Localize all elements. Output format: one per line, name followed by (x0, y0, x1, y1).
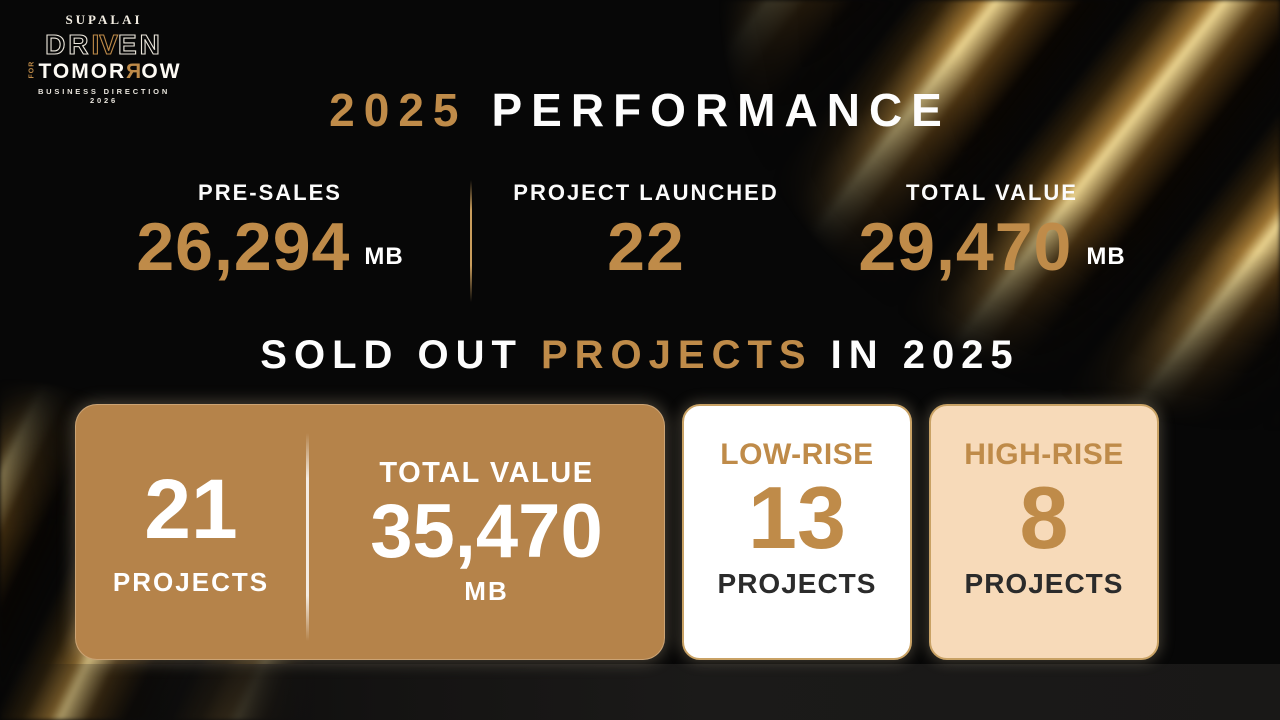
stat-total-value: TOTAL VALUE 29,470 MB (822, 180, 1162, 283)
logo-for-text: FOR (28, 60, 36, 79)
section-title-sold-out: SOLD OUT PROJECTS IN 2025 (0, 333, 1280, 378)
supalai-logo: SUPALAI DRIVEN FOR TOMOR R OW BUSINESS DIRE… (22, 12, 186, 105)
section-title-part1: SOLD OUT (260, 333, 523, 377)
logo-driven-right: EN (117, 29, 163, 60)
stat-projects-launched-value: 22 (607, 209, 685, 285)
high-rise-card: HIGH-RISE 8 PROJECTS (929, 404, 1159, 660)
low-rise-card: LOW-RISE 13 PROJECTS (682, 404, 912, 660)
floor-shade (0, 664, 1280, 720)
stat-projects-launched-label: PROJECT LAUNCHED (513, 180, 779, 205)
supalai-wordmark: SUPALAI (65, 12, 143, 27)
logo-driven-line: DRIVEN (22, 29, 186, 60)
high-rise-label: HIGH-RISE (964, 438, 1124, 471)
sold-out-total-value-label: TOTAL VALUE (379, 457, 594, 490)
page-title: 2025 PERFORMANCE (0, 84, 1280, 137)
stat-projects-launched-value-row: 22 (480, 209, 812, 285)
logo-driven-left: DR (45, 29, 92, 60)
sold-out-total-value-block: TOTAL VALUE 35,470 MB (309, 405, 664, 659)
logo-reversed-r: R (126, 60, 142, 84)
title-year: 2025 (329, 84, 468, 136)
sold-out-count-label: PROJECTS (112, 566, 270, 597)
logo-tomorrow-right: OW (141, 60, 182, 84)
sold-out-total-value: 35,470 (370, 489, 603, 575)
sold-out-summary-card: 21 PROJECTS TOTAL VALUE 35,470 MB (75, 404, 665, 660)
stats-vertical-divider (470, 180, 472, 302)
stat-total-value-label: TOTAL VALUE (906, 180, 1078, 205)
high-rise-count-label: PROJECTS (964, 568, 1124, 599)
sold-out-total-value-unit: MB (464, 575, 509, 606)
section-title-part2: PROJECTS (540, 333, 813, 377)
sold-out-cards-row: 21 PROJECTS TOTAL VALUE 35,470 MB LOW-RI… (75, 404, 1159, 660)
logo-tomorrow-line: FOR TOMOR R OW (22, 60, 186, 84)
low-rise-count: 13 (748, 468, 846, 567)
stat-total-value-value-row: 29,470 MB (822, 209, 1162, 285)
sold-out-count: 21 (144, 461, 238, 556)
logo-tomorrow-left: TOMOR (38, 60, 127, 84)
logo-driven-monogram: IV (91, 29, 119, 60)
section-title-part3: IN 2025 (830, 333, 1020, 377)
logo-tagline: BUSINESS DIRECTION 2026 (37, 87, 171, 106)
stat-total-value-unit: MB (1086, 243, 1126, 271)
sold-out-count-block: 21 PROJECTS (76, 405, 306, 659)
stat-presales: PRE-SALES 26,294 MB (100, 180, 440, 283)
stat-presales-value: 26,294 (136, 209, 351, 285)
low-rise-count-label: PROJECTS (717, 568, 877, 599)
stat-total-value-value: 29,470 (858, 209, 1073, 285)
stat-projects-launched: PROJECT LAUNCHED 22 (480, 180, 812, 283)
stat-presales-unit: MB (364, 243, 404, 271)
stat-presales-label: PRE-SALES (198, 180, 342, 205)
stat-presales-value-row: 26,294 MB (100, 209, 440, 285)
low-rise-label: LOW-RISE (720, 438, 874, 471)
title-word: PERFORMANCE (491, 84, 951, 136)
high-rise-count: 8 (1019, 468, 1069, 567)
card-vertical-divider (306, 433, 309, 641)
